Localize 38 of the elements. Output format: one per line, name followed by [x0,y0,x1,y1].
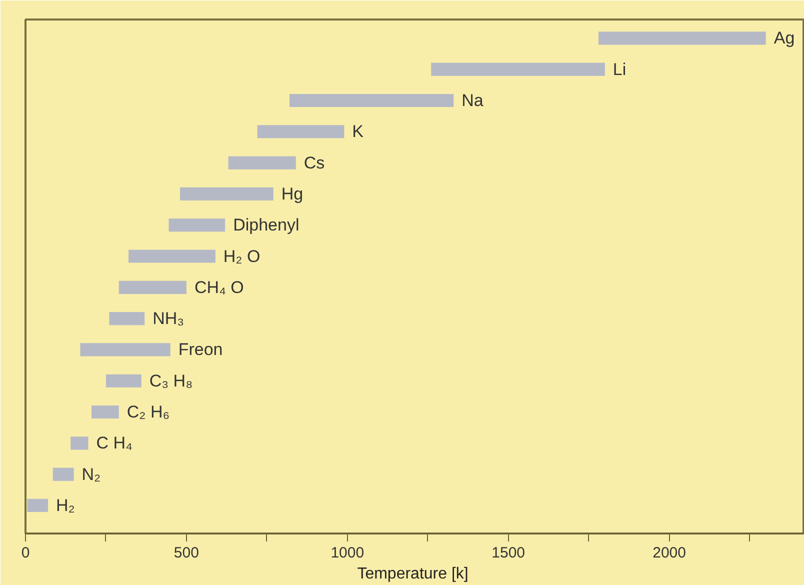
bar [598,32,766,45]
x-tick-label: 1500 [492,544,526,562]
y-tick-label: C₂ H₆ [126,402,170,422]
y-tick-label: Hg [281,184,304,204]
x-tick-label: 2000 [652,544,686,562]
y-tick-label: C H₄ [96,434,133,453]
y-tick-label: NH₃ [152,309,184,328]
bar [168,218,226,232]
y-tick-label: H₂ [56,496,75,515]
x-axis-title: Temperature [k] [357,566,468,582]
bar [431,62,605,76]
bar [180,187,274,200]
bar [91,405,119,419]
y-tick-label: CH₄ O [194,278,244,297]
x-tick-label: 500 [174,544,199,562]
x-tick-label: 0 [21,544,30,562]
bar [109,312,145,326]
y-tick-label: Na [462,90,484,110]
bar [289,94,454,108]
y-tick-label: Diphenyl [233,216,300,235]
bar [52,468,74,481]
y-tick-label: Cs [304,153,325,172]
bar [118,280,186,294]
bar [106,374,142,388]
x-tick-label: 1000 [330,544,364,562]
y-tick-label: C₃ H₈ [149,371,193,390]
y-tick-label: Freon [178,340,223,360]
y-tick-label: Ag [774,28,795,48]
bar [70,436,88,450]
bar [228,156,296,170]
y-tick-label: N₂ [82,464,101,484]
bar [128,250,216,263]
y-tick-label: H₂ O [223,246,260,266]
bar [27,498,48,512]
bar [257,125,344,138]
y-tick-label: Li [612,60,626,79]
y-tick-label: K [352,122,364,142]
bar [80,343,170,356]
